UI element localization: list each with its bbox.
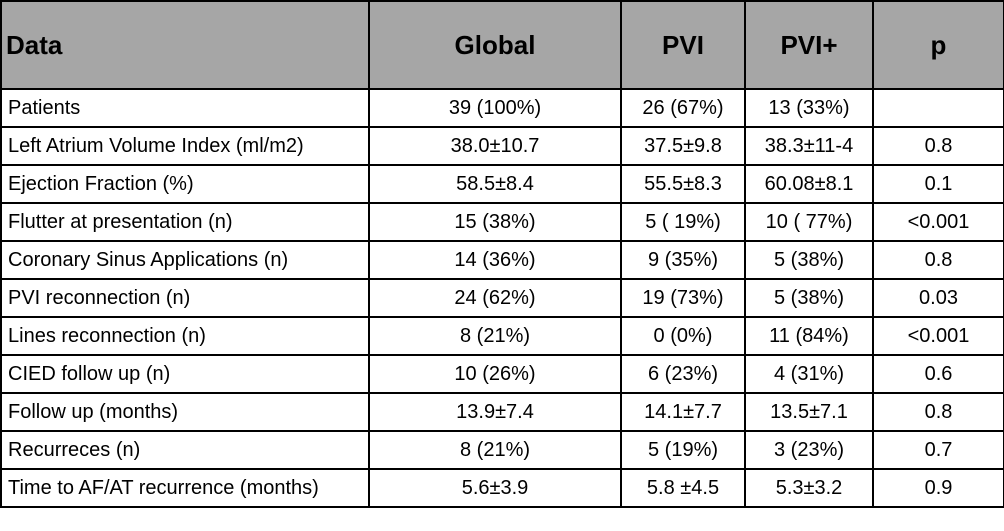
pvi-plus-cell: 5 (38%): [744, 240, 874, 280]
row-label: Left Atrium Volume Index (ml/m2): [0, 126, 370, 166]
table-body: Patients 39 (100%) 26 (67%) 13 (33%) Left At…: [0, 88, 1004, 508]
row-label: Lines reconnection (n): [0, 316, 370, 356]
row-label: Follow up (months): [0, 392, 370, 432]
pvi-cell: 5 (19%): [620, 430, 746, 470]
pvi-cell: 0 (0%): [620, 316, 746, 356]
p-value-cell: <0.001: [872, 316, 1004, 356]
table-row: Recurreces (n) 8 (21%) 5 (19%) 3 (23%) 0.7: [0, 430, 1004, 470]
pvi-plus-cell: 13.5±7.1: [744, 392, 874, 432]
pvi-cell: 26 (67%): [620, 88, 746, 128]
pvi-plus-cell: 10 ( 77%): [744, 202, 874, 242]
table-row: Left Atrium Volume Index (ml/m2) 38.0±10.…: [0, 126, 1004, 166]
row-label: CIED follow up (n): [0, 354, 370, 394]
global-cell: 8 (21%): [368, 316, 622, 356]
row-label: Ejection Fraction (%): [0, 164, 370, 204]
pvi-plus-cell: 11 (84%): [744, 316, 874, 356]
row-label: Flutter at presentation (n): [0, 202, 370, 242]
table-row: Flutter at presentation (n) 15 (38%) 5 ( 1…: [0, 202, 1004, 242]
row-label: Patients: [0, 88, 370, 128]
table-row: Coronary Sinus Applications (n) 14 (36%) 9…: [0, 240, 1004, 280]
header-global: Global: [368, 0, 622, 90]
pvi-cell: 55.5±8.3: [620, 164, 746, 204]
pvi-cell: 5.8 ±4.5: [620, 468, 746, 508]
table-row: PVI reconnection (n) 24 (62%) 19 (73%) 5 (3…: [0, 278, 1004, 318]
table-header: Data Global PVI PVI+ p: [0, 0, 1004, 90]
p-value-cell: 0.8: [872, 126, 1004, 166]
global-cell: 5.6±3.9: [368, 468, 622, 508]
global-cell: 10 (26%): [368, 354, 622, 394]
p-value-cell: [872, 88, 1004, 128]
global-cell: 58.5±8.4: [368, 164, 622, 204]
pvi-cell: 5 ( 19%): [620, 202, 746, 242]
p-value-cell: 0.1: [872, 164, 1004, 204]
p-value-cell: 0.6: [872, 354, 1004, 394]
global-cell: 8 (21%): [368, 430, 622, 470]
header-row: Data Global PVI PVI+ p: [0, 0, 1004, 90]
global-cell: 14 (36%): [368, 240, 622, 280]
table-row: CIED follow up (n) 10 (26%) 6 (23%) 4 (31%)…: [0, 354, 1004, 394]
pvi-plus-cell: 13 (33%): [744, 88, 874, 128]
table-row: Time to AF/AT recurrence (months) 5.6±3.9…: [0, 468, 1004, 508]
table-row: Lines reconnection (n) 8 (21%) 0 (0%) 11 (8…: [0, 316, 1004, 356]
header-pvi-plus: PVI+: [744, 0, 874, 90]
global-cell: 15 (38%): [368, 202, 622, 242]
global-cell: 24 (62%): [368, 278, 622, 318]
header-pvi: PVI: [620, 0, 746, 90]
header-data: Data: [0, 0, 370, 90]
pvi-plus-cell: 5.3±3.2: [744, 468, 874, 508]
pvi-plus-cell: 60.08±8.1: [744, 164, 874, 204]
table-row: Patients 39 (100%) 26 (67%) 13 (33%): [0, 88, 1004, 128]
pvi-plus-cell: 5 (38%): [744, 278, 874, 318]
pvi-cell: 9 (35%): [620, 240, 746, 280]
row-label: Time to AF/AT recurrence (months): [0, 468, 370, 508]
global-cell: 39 (100%): [368, 88, 622, 128]
p-value-cell: <0.001: [872, 202, 1004, 242]
row-label: Coronary Sinus Applications (n): [0, 240, 370, 280]
row-label: Recurreces (n): [0, 430, 370, 470]
p-value-cell: 0.8: [872, 240, 1004, 280]
pvi-cell: 14.1±7.7: [620, 392, 746, 432]
pvi-plus-cell: 38.3±11-4: [744, 126, 874, 166]
p-value-cell: 0.9: [872, 468, 1004, 508]
pvi-plus-cell: 4 (31%): [744, 354, 874, 394]
table-row: Ejection Fraction (%) 58.5±8.4 55.5±8.3 60.…: [0, 164, 1004, 204]
header-p: p: [872, 0, 1004, 90]
global-cell: 38.0±10.7: [368, 126, 622, 166]
data-table: Data Global PVI PVI+ p Patients 39 (100%)…: [0, 0, 1004, 508]
pvi-cell: 37.5±9.8: [620, 126, 746, 166]
pvi-plus-cell: 3 (23%): [744, 430, 874, 470]
global-cell: 13.9±7.4: [368, 392, 622, 432]
table-row: Follow up (months) 13.9±7.4 14.1±7.7 13.5±7…: [0, 392, 1004, 432]
pvi-cell: 6 (23%): [620, 354, 746, 394]
p-value-cell: 0.8: [872, 392, 1004, 432]
row-label: PVI reconnection (n): [0, 278, 370, 318]
p-value-cell: 0.7: [872, 430, 1004, 470]
p-value-cell: 0.03: [872, 278, 1004, 318]
pvi-cell: 19 (73%): [620, 278, 746, 318]
